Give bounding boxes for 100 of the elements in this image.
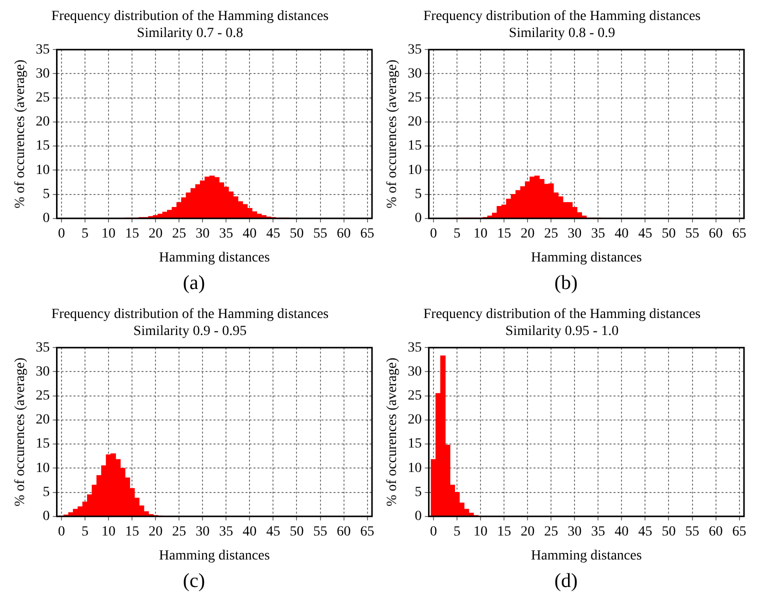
y-tick-label: 15 (408, 138, 422, 154)
text: (c) (182, 570, 206, 593)
x-tick-label: 65 (360, 226, 374, 242)
y-tick-label: 10 (408, 460, 422, 476)
y-tick-label: 25 (408, 388, 422, 404)
x-tick-label: 45 (266, 226, 280, 242)
y-tick-label: 20 (36, 412, 50, 428)
chart-title: Frequency distribution of the Hamming distances (423, 307, 701, 322)
x-tick-label: 40 (242, 226, 257, 242)
y-axis-title: % of occurences (average) (13, 59, 28, 208)
chart-title: Frequency distribution of the Hamming distances (51, 9, 329, 24)
y-tick-label: 30 (36, 364, 50, 380)
y-tick-label: 15 (36, 138, 50, 154)
x-tick-label: 45 (638, 226, 652, 242)
x-tick-label: 5 (82, 524, 89, 540)
x-tick-label: 5 (454, 226, 461, 242)
chart-subtitle: Similarity 0.8 - 0.9 (508, 26, 616, 41)
y-tick-label: 30 (36, 66, 50, 82)
x-tick-label: 30 (568, 524, 582, 540)
y-tick-label: 0 (42, 211, 50, 226)
y-tick-label: 5 (42, 186, 50, 202)
x-tick-label: 15 (497, 524, 512, 540)
x-tick-label: 20 (148, 524, 163, 540)
x-tick-label: 40 (614, 226, 629, 242)
x-tick-label: 60 (708, 226, 723, 242)
x-tick-label: 65 (732, 524, 746, 540)
x-tick-label: 5 (454, 524, 461, 540)
text: (a) (182, 272, 206, 295)
x-tick-label: 0 (430, 524, 438, 540)
y-tick-label: 10 (408, 162, 422, 178)
x-tick-label: 30 (196, 226, 210, 242)
chart-subtitle: Similarity 0.9 - 0.95 (133, 324, 247, 339)
x-tick-label: 55 (685, 524, 700, 540)
x-tick-label: 5 (82, 226, 89, 242)
text: (d) (554, 570, 578, 593)
x-axis-title: Hamming distances (158, 548, 270, 564)
x-axis-title: Hamming distances (158, 250, 270, 266)
x-tick-label: 20 (520, 524, 535, 540)
y-tick-label: 30 (408, 66, 422, 82)
x-tick-label: 0 (58, 524, 66, 540)
x-tick-label: 40 (242, 524, 257, 540)
y-tick-label: 10 (36, 460, 50, 476)
y-tick-label: 0 (42, 509, 50, 524)
y-tick-label: 0 (414, 211, 422, 226)
y-tick-label: 5 (414, 186, 422, 202)
y-tick-label: 20 (408, 114, 422, 130)
x-tick-label: 35 (591, 226, 606, 242)
x-tick-label: 0 (430, 226, 438, 242)
y-tick-label: 20 (408, 412, 422, 428)
x-axis-title: Hamming distances (530, 250, 642, 266)
y-tick-label: 15 (408, 436, 422, 452)
x-tick-label: 50 (290, 226, 304, 242)
x-tick-label: 25 (172, 524, 186, 540)
x-tick-label: 25 (172, 226, 186, 242)
x-tick-label: 50 (662, 524, 676, 540)
x-tick-label: 25 (544, 226, 558, 242)
x-tick-label: 15 (125, 524, 140, 540)
chart-title: Frequency distribution of the Hamming distances (51, 307, 329, 322)
y-tick-label: 35 (408, 340, 422, 356)
x-tick-label: 35 (219, 226, 234, 242)
y-axis-title: % of occurences (average) (385, 357, 400, 506)
x-tick-label: 10 (474, 226, 488, 242)
x-tick-label: 10 (102, 226, 116, 242)
x-tick-label: 35 (219, 524, 234, 540)
x-tick-label: 0 (58, 226, 66, 242)
y-tick-label: 5 (414, 484, 422, 500)
x-tick-label: 20 (148, 226, 163, 242)
y-tick-label: 0 (414, 509, 422, 524)
x-tick-label: 10 (474, 524, 488, 540)
x-tick-label: 45 (638, 524, 652, 540)
x-tick-label: 50 (662, 226, 676, 242)
y-tick-label: 25 (36, 388, 50, 404)
x-tick-label: 10 (102, 524, 116, 540)
y-tick-label: 35 (36, 340, 50, 356)
x-tick-label: 15 (497, 226, 512, 242)
y-tick-label: 25 (408, 90, 422, 106)
x-tick-label: 55 (685, 226, 700, 242)
y-tick-label: 20 (36, 114, 50, 130)
x-tick-label: 60 (708, 524, 723, 540)
y-tick-label: 30 (408, 364, 422, 380)
y-axis-title: % of occurences (average) (13, 357, 28, 506)
x-tick-label: 35 (591, 524, 606, 540)
x-tick-label: 45 (266, 524, 280, 540)
x-tick-label: 30 (568, 226, 582, 242)
x-tick-label: 65 (360, 524, 374, 540)
x-tick-label: 15 (125, 226, 140, 242)
x-tick-label: 40 (614, 524, 629, 540)
y-tick-label: 15 (36, 436, 50, 452)
text: (b) (554, 272, 578, 295)
x-tick-label: 60 (336, 226, 351, 242)
x-tick-label: 30 (196, 524, 210, 540)
y-tick-label: 35 (408, 42, 422, 58)
x-tick-label: 60 (336, 524, 351, 540)
y-tick-label: 5 (42, 484, 50, 500)
y-tick-label: 25 (36, 90, 50, 106)
chart-title: Frequency distribution of the Hamming distances (423, 9, 701, 24)
x-tick-label: 55 (313, 226, 328, 242)
y-axis-title: % of occurences (average) (385, 59, 400, 208)
chart-subtitle: Similarity 0.7 - 0.8 (136, 26, 244, 41)
x-tick-label: 65 (732, 226, 746, 242)
